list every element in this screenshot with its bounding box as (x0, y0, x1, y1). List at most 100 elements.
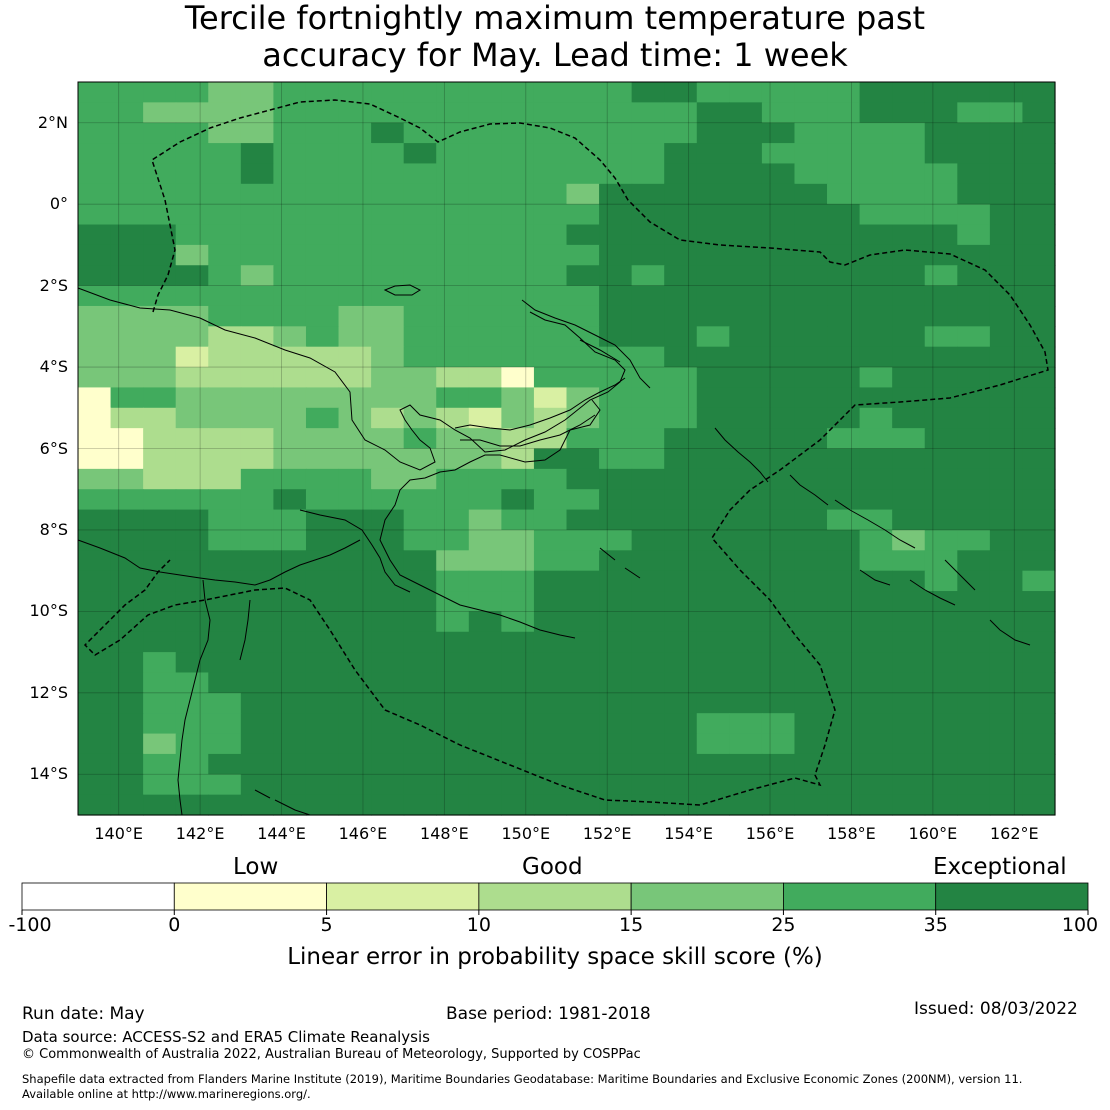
skill-cell (371, 82, 405, 103)
skill-cell (989, 611, 1024, 633)
coastline-new-ireland (521, 299, 651, 389)
skill-cell (501, 489, 535, 511)
skill-cell (729, 733, 763, 755)
skill-cell (436, 509, 470, 531)
skill-cell (566, 346, 600, 368)
skill-cell (859, 611, 893, 633)
skill-cell (859, 407, 893, 429)
latitude-tick-label: 8°S (39, 519, 68, 539)
skill-cell (859, 713, 893, 735)
skill-cell (78, 733, 112, 755)
skill-cell (892, 224, 926, 246)
skill-cell (696, 305, 730, 327)
skill-cell (338, 387, 372, 409)
skill-cell (696, 387, 730, 409)
skill-cell (794, 428, 828, 450)
skill-cell (305, 122, 340, 144)
skill-cell (924, 774, 958, 796)
skill-cell (533, 285, 568, 307)
skill-cell (273, 183, 307, 205)
skill-cell (175, 774, 209, 796)
skill-cell (371, 122, 405, 144)
skill-cell (175, 244, 209, 266)
skill-cell (664, 407, 698, 429)
skill-cell (729, 367, 763, 389)
skill-cell (110, 224, 144, 246)
skill-cell (208, 102, 242, 124)
skill-cell (859, 631, 893, 653)
skill-cell (78, 204, 112, 226)
skill-cell (175, 407, 209, 429)
skill-cell (631, 509, 665, 531)
skill-cell (989, 428, 1024, 450)
skill-cell (371, 753, 405, 775)
skill-cell (794, 122, 828, 144)
skill-cell (989, 183, 1024, 205)
skill-cell (761, 570, 796, 592)
skill-cell (989, 733, 1024, 755)
skill-cell (957, 733, 991, 755)
skill-cell (468, 285, 502, 307)
skill-cell (924, 672, 958, 694)
skill-cell (208, 346, 242, 368)
skill-cell (892, 611, 926, 633)
skill-cell (240, 550, 274, 572)
skill-cell (403, 305, 437, 327)
skill-cell (989, 550, 1024, 572)
skill-cell (78, 774, 112, 796)
skill-cell (957, 265, 991, 287)
skill-cell (501, 570, 535, 592)
skill-cell (566, 692, 600, 714)
skill-cell (240, 774, 274, 796)
skill-cell (1022, 326, 1056, 348)
skill-cell (78, 692, 112, 714)
skill-cell (110, 448, 144, 470)
skill-cell (240, 652, 274, 674)
longitude-tick-label: 140°E (94, 824, 144, 843)
skill-cell (892, 305, 926, 327)
skill-cell (859, 529, 893, 551)
skill-cell (924, 468, 958, 490)
skill-cell (110, 611, 144, 633)
skill-cell (631, 102, 665, 124)
skill-cell (664, 346, 698, 368)
skill-cell (729, 468, 763, 490)
skill-cell (859, 183, 893, 205)
skill-cell (599, 143, 633, 165)
skill-cell (338, 407, 372, 429)
skill-cell (794, 204, 828, 226)
skill-cell (859, 448, 893, 470)
skill-cell (892, 428, 926, 450)
skill-cell (566, 428, 600, 450)
skill-cell (696, 794, 730, 816)
skill-cell (859, 468, 893, 490)
skill-cell (696, 692, 730, 714)
skill-cell (566, 550, 600, 572)
skill-cell (338, 611, 372, 633)
category-label-exceptional: Exceptional (933, 854, 1067, 880)
skill-cell (794, 713, 828, 735)
skill-cell (78, 509, 112, 531)
colorbar-tick-label: 15 (619, 914, 644, 936)
skill-cell (989, 244, 1024, 266)
skill-cell (761, 753, 796, 775)
skill-cell (892, 631, 926, 653)
skill-cell (729, 305, 763, 327)
skill-cell (892, 285, 926, 307)
skill-cell (143, 631, 177, 653)
skill-cell (989, 367, 1024, 389)
skill-cell (957, 774, 991, 796)
skill-cell (924, 82, 958, 103)
skill-cell (794, 550, 828, 572)
skill-cell (957, 122, 991, 144)
skill-cell (143, 244, 177, 266)
skill-cell (957, 509, 991, 531)
skill-cell (924, 387, 958, 409)
skill-cell (924, 428, 958, 450)
skill-cell (338, 82, 372, 103)
skill-cell (338, 509, 372, 531)
skill-cell (664, 82, 698, 103)
skill-cell (827, 509, 861, 531)
skill-cell (957, 326, 991, 348)
skill-cell (403, 407, 437, 429)
